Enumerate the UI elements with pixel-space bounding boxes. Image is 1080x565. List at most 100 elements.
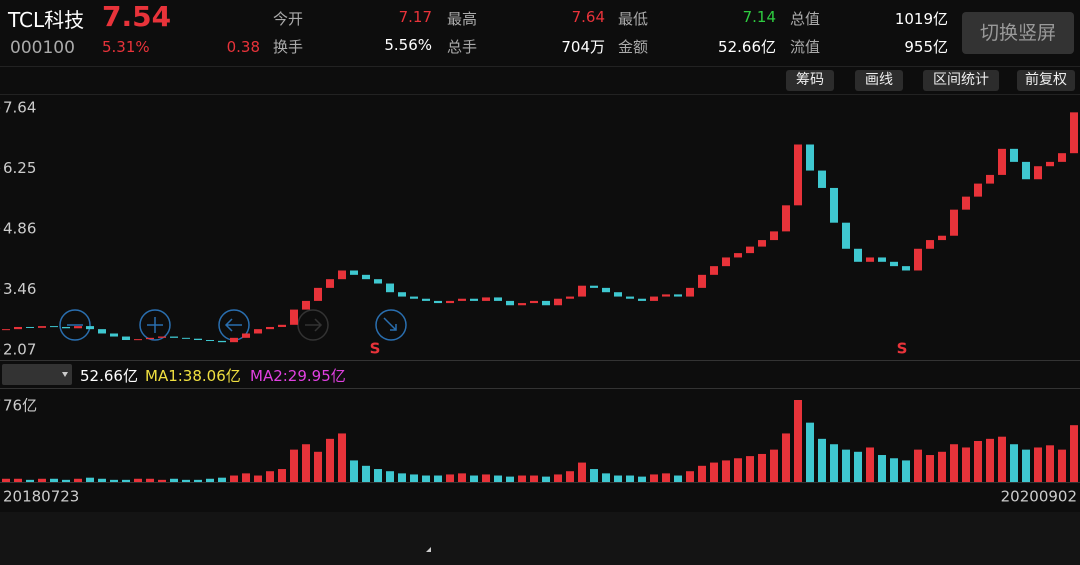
volume-bar	[374, 469, 382, 482]
candle	[554, 298, 562, 306]
signal-marker: S	[370, 340, 381, 358]
volume-bar	[830, 444, 838, 482]
ma1: MA1:38.06亿	[145, 367, 241, 385]
volume-bar	[446, 474, 454, 482]
candle	[698, 274, 706, 288]
volume-bar	[950, 444, 958, 482]
candle	[254, 329, 262, 334]
volume-selector[interactable]	[2, 364, 72, 385]
volume-tick-label: 76亿	[3, 397, 37, 415]
volume-bar	[650, 474, 658, 482]
stat-label: 流值	[790, 38, 821, 56]
stat-label: 总手	[447, 38, 478, 56]
tool-button[interactable]: 筹码	[786, 70, 834, 91]
candle	[734, 253, 742, 258]
volume-bar	[746, 456, 754, 482]
candle	[662, 294, 670, 297]
dropdown-arrow	[62, 372, 68, 377]
stat-value: 955亿	[904, 38, 948, 56]
volume-bar	[242, 473, 250, 482]
candle	[278, 324, 286, 327]
candle	[86, 326, 94, 330]
stat-value: 1019亿	[894, 10, 948, 28]
candle	[242, 333, 250, 338]
volume-bar	[14, 478, 22, 482]
volume-bar	[842, 449, 850, 482]
candle	[1010, 148, 1018, 162]
volume-bar	[794, 400, 802, 482]
y-tick-label: 7.64	[3, 99, 36, 117]
candle	[566, 296, 574, 299]
volume-bar	[134, 478, 142, 482]
volume-bar	[554, 474, 562, 482]
candle	[422, 298, 430, 301]
change-pct: 5.31%	[102, 38, 150, 56]
volume-bar	[278, 469, 286, 482]
volume-bar	[530, 475, 538, 482]
volume-bar	[1034, 447, 1042, 482]
volume-bar	[566, 471, 574, 482]
volume-bar	[602, 473, 610, 482]
volume-bar	[218, 477, 226, 482]
volume-bar	[974, 441, 982, 482]
candle	[926, 240, 934, 249]
candle	[722, 257, 730, 267]
volume-bar	[350, 460, 358, 482]
candle	[1058, 153, 1066, 162]
candle	[374, 279, 382, 284]
candle	[350, 270, 358, 275]
candle	[590, 285, 598, 288]
candle	[338, 270, 346, 280]
volume-value: 52.66亿	[80, 367, 138, 385]
candle	[290, 309, 298, 325]
volume-bar	[962, 447, 970, 482]
candle	[38, 326, 46, 328]
candle	[986, 174, 994, 184]
candle	[74, 326, 82, 329]
volume-bar	[62, 479, 70, 482]
candle	[806, 144, 814, 171]
candle	[230, 337, 238, 343]
tool-button[interactable]: 区间统计	[923, 70, 999, 91]
candle	[782, 205, 790, 232]
volume-bar	[74, 478, 82, 482]
stock-name: TCL科技	[8, 8, 85, 32]
volume-bar	[1046, 445, 1054, 482]
volume-bar	[86, 477, 94, 482]
stock-code: 000100	[10, 38, 75, 58]
stat-value: 704万	[561, 38, 605, 56]
candle	[1022, 161, 1030, 180]
orientation-button[interactable]: 切换竖屏	[962, 12, 1074, 54]
tool-button[interactable]: 画线	[855, 70, 903, 91]
volume-bar	[482, 474, 490, 482]
candle	[110, 333, 118, 337]
volume-bar	[254, 475, 262, 482]
divider	[0, 360, 1080, 361]
volume-bar	[50, 478, 58, 482]
volume-bar	[506, 476, 514, 482]
candle	[674, 294, 682, 297]
volume-bar	[518, 475, 526, 482]
volume-bar	[590, 469, 598, 482]
volume-bar	[878, 455, 886, 482]
stat-label: 换手	[273, 38, 304, 56]
candle	[650, 296, 658, 301]
stat-label: 最高	[447, 10, 478, 28]
volume-bar	[770, 449, 778, 482]
y-tick-label: 2.07	[3, 341, 36, 359]
candle	[974, 183, 982, 197]
signal-marker: S	[897, 340, 908, 358]
volume-bar	[290, 449, 298, 482]
candle	[446, 300, 454, 304]
volume-bar	[38, 478, 46, 482]
tool-button[interactable]: 前复权	[1017, 70, 1075, 91]
more-arrow	[426, 547, 431, 552]
volume-bar	[1058, 449, 1066, 482]
volume-bar	[902, 460, 910, 482]
stat-label: 总值	[790, 10, 821, 28]
bottom-bar	[0, 512, 1080, 565]
price: 7.54	[102, 0, 172, 33]
candle	[470, 298, 478, 301]
volume-bar	[926, 455, 934, 482]
